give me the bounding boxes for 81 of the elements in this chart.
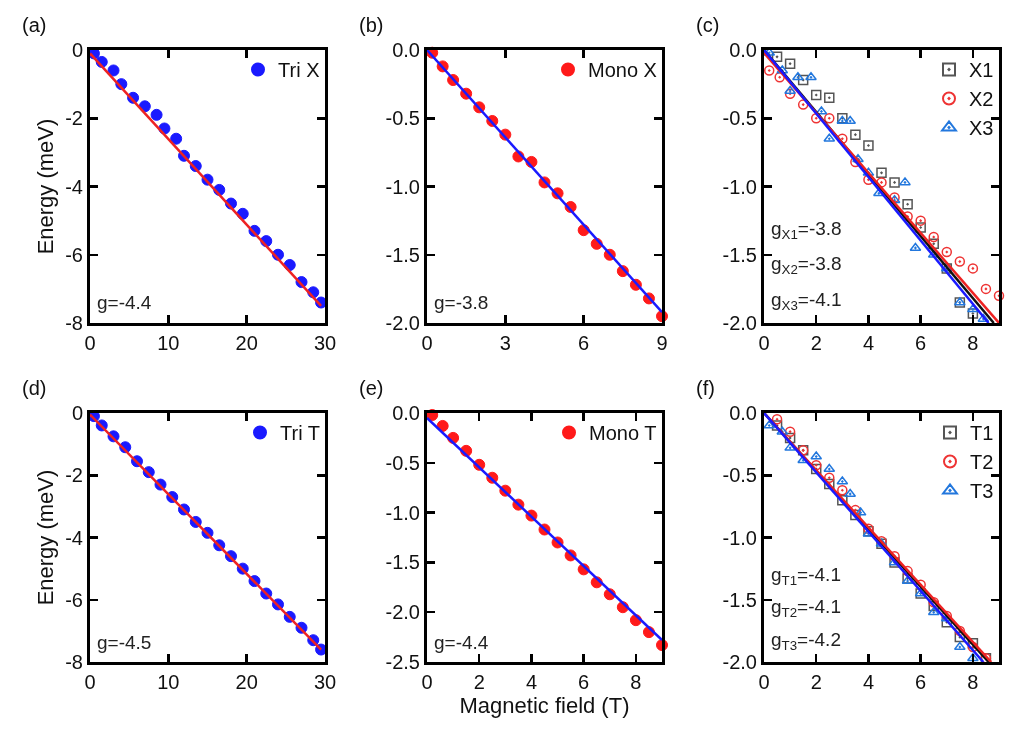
text: (a) xyxy=(22,14,47,36)
x-tick-label: 8 xyxy=(630,671,642,693)
legend-label: X3 xyxy=(969,117,994,140)
annotation: g$_{X1}$=-3.8 xyxy=(771,218,842,242)
y-tick-label: -1.5 xyxy=(385,243,420,266)
x-tick-label: 6 xyxy=(578,332,590,354)
x-tick-label: 30 xyxy=(313,332,337,354)
legend-label: T1 xyxy=(970,422,994,445)
legend-label: Tri X xyxy=(278,59,320,82)
x-tick-label: 6 xyxy=(915,671,927,693)
x-tick-label: 20 xyxy=(235,332,258,354)
y-tick-label: -1.0 xyxy=(385,175,420,198)
y-tick-label: -2.0 xyxy=(385,312,420,334)
y-tick-label: -0.5 xyxy=(385,451,420,474)
y-tick-label: -1.0 xyxy=(722,175,757,198)
x-tick-label: 6 xyxy=(578,671,590,693)
y-axis-title: Energy (meV) xyxy=(33,118,58,255)
legend-label: T2 xyxy=(970,451,994,474)
y-tick-label: -2.0 xyxy=(385,601,420,624)
y-axis-title: Energy (meV) xyxy=(33,469,58,606)
text: (c) xyxy=(696,14,720,36)
y-tick-label: 0.0 xyxy=(729,402,757,424)
x-tick-label: 2 xyxy=(810,671,822,693)
legend-label: Tri T xyxy=(280,422,320,445)
legend-label: X1 xyxy=(969,59,994,82)
y-tick-label: 0 xyxy=(71,39,83,61)
y-tick-label: -1.5 xyxy=(722,588,757,611)
x-tick-label: 10 xyxy=(157,671,180,693)
x-tick-label: 20 xyxy=(235,671,258,693)
legend-label: X2 xyxy=(969,88,994,111)
annotation: g=-4.5 xyxy=(97,632,152,653)
annotation: g=-4.4 xyxy=(97,292,152,313)
text: (b) xyxy=(359,14,384,36)
x-tick-label: 10 xyxy=(157,332,180,354)
y-tick-label: -2 xyxy=(65,464,83,487)
y-tick-label: -6 xyxy=(65,243,83,266)
x-tick-label: 4 xyxy=(525,671,537,693)
y-tick-label: -8 xyxy=(65,651,83,673)
y-tick-label: -4 xyxy=(65,526,83,549)
y-tick-label: -4 xyxy=(65,175,83,198)
y-tick-label: 0.0 xyxy=(729,39,757,61)
y-tick-label: -2.0 xyxy=(722,651,757,673)
text: (d) xyxy=(22,377,47,399)
y-tick-label: -0.5 xyxy=(722,107,757,130)
annotation: g$_{T1}$=-4.1 xyxy=(771,564,841,588)
y-tick-label: -6 xyxy=(65,588,83,611)
legend-label: T3 xyxy=(970,480,994,503)
y-tick-label: -1.0 xyxy=(385,501,420,524)
y-tick-label: -1.5 xyxy=(385,551,420,574)
y-tick-label: -0.5 xyxy=(722,464,757,487)
text: (e) xyxy=(359,377,384,399)
y-tick-label: -1.5 xyxy=(722,243,757,266)
legend-label: Mono X xyxy=(588,59,657,82)
x-tick-label: 2 xyxy=(810,332,822,354)
text: (f) xyxy=(696,377,715,399)
x-tick-label: 9 xyxy=(656,332,668,354)
annotation: g=-4.4 xyxy=(434,632,489,653)
y-tick-label: -1.0 xyxy=(722,526,757,549)
x-tick-label: 3 xyxy=(499,332,511,354)
y-tick-label: -2 xyxy=(65,107,83,130)
y-tick-label: 0.0 xyxy=(392,402,420,424)
y-tick-label: -0.5 xyxy=(385,107,420,130)
x-tick-label: 8 xyxy=(967,332,979,354)
annotation: g$_{X2}$=-3.8 xyxy=(771,253,842,277)
x-axis-title: Magnetic field (T) xyxy=(459,693,630,718)
y-tick-label: 0 xyxy=(71,402,83,424)
annotation: g=-3.8 xyxy=(434,292,489,313)
y-tick-label: -2.0 xyxy=(722,312,757,334)
annotation: g$_{X3}$=-4.1 xyxy=(771,289,842,313)
x-tick-label: 4 xyxy=(862,671,874,693)
x-tick-label: 4 xyxy=(862,332,874,354)
legend-label: Mono T xyxy=(589,422,657,445)
x-tick-label: 2 xyxy=(473,671,485,693)
x-tick-label: 8 xyxy=(967,671,979,693)
y-tick-label: 0.0 xyxy=(392,39,420,61)
y-tick-label: -8 xyxy=(65,312,83,334)
annotation: g$_{T3}$=-4.2 xyxy=(771,629,841,653)
x-tick-label: 30 xyxy=(313,671,337,693)
annotation: g$_{T2}$=-4.1 xyxy=(771,596,841,620)
x-tick-label: 6 xyxy=(915,332,927,354)
y-tick-label: -2.5 xyxy=(385,651,420,673)
